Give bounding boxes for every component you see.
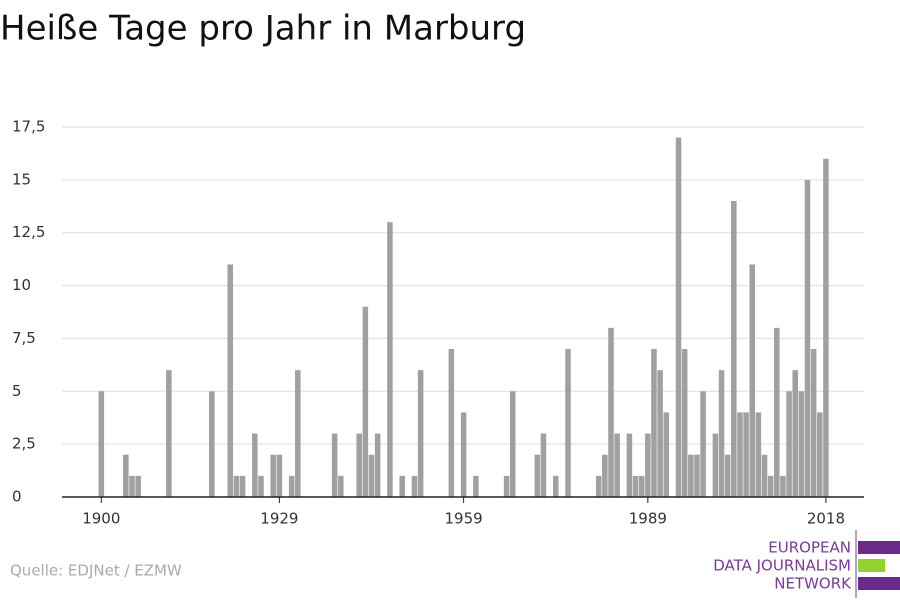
bar xyxy=(374,433,381,497)
bar xyxy=(743,412,749,497)
bar xyxy=(724,454,731,497)
bar xyxy=(780,475,786,497)
y-tick-label: 17,5 xyxy=(12,118,45,136)
bar xyxy=(626,433,633,497)
bar xyxy=(614,433,620,497)
bar xyxy=(632,475,639,497)
bar xyxy=(448,349,455,497)
bar xyxy=(509,391,516,497)
bar xyxy=(123,454,129,497)
bar xyxy=(638,475,645,497)
bar xyxy=(166,370,172,497)
x-tick-label: 1900 xyxy=(82,510,120,528)
bar xyxy=(651,349,657,497)
bar xyxy=(694,454,700,497)
bar xyxy=(731,201,737,497)
bar xyxy=(387,222,393,497)
bar xyxy=(411,475,418,497)
bar xyxy=(135,475,141,497)
y-tick-label: 7,5 xyxy=(12,329,36,347)
bar xyxy=(368,454,375,497)
y-tick-label: 10 xyxy=(12,276,31,294)
y-tick-label: 15 xyxy=(12,170,31,188)
bar xyxy=(737,412,743,497)
bar xyxy=(608,327,614,497)
bar xyxy=(270,454,277,497)
bar xyxy=(810,349,817,497)
bar xyxy=(473,475,479,497)
chart-title: Heiße Tage pro Jahr in Marburg xyxy=(0,9,526,49)
bar xyxy=(417,370,424,497)
x-tick-label: 1929 xyxy=(260,510,298,528)
bar xyxy=(239,475,246,497)
bar xyxy=(252,433,258,497)
bar xyxy=(338,475,344,497)
bar xyxy=(767,475,774,497)
bar xyxy=(565,349,571,497)
logo-bar xyxy=(858,577,900,590)
bar xyxy=(356,433,362,497)
bar xyxy=(700,391,706,497)
bar xyxy=(749,264,755,497)
bar xyxy=(663,412,670,497)
bar xyxy=(460,412,467,497)
logo-bar xyxy=(858,541,900,554)
bar xyxy=(657,370,663,497)
bar xyxy=(823,158,829,497)
bar xyxy=(718,370,725,497)
bar xyxy=(209,391,215,497)
bar xyxy=(786,391,792,497)
y-tick-label: 2,5 xyxy=(12,435,36,453)
bar xyxy=(602,454,608,497)
source: Quelle: EDJNet / EZMW xyxy=(10,562,182,580)
bar xyxy=(792,370,798,497)
logo-text: EUROPEAN xyxy=(768,539,851,557)
bar xyxy=(645,433,651,497)
y-tick-label: 0 xyxy=(12,488,22,506)
bar xyxy=(595,475,602,497)
bar xyxy=(233,475,240,497)
bar xyxy=(98,391,105,497)
bar xyxy=(712,433,719,497)
bar xyxy=(755,412,762,497)
bar xyxy=(681,349,688,497)
bar xyxy=(761,454,768,497)
bar xyxy=(331,433,338,497)
bar xyxy=(552,475,559,497)
bar xyxy=(774,327,780,497)
logo-text: NETWORK xyxy=(774,575,852,593)
x-tick-label: 1989 xyxy=(629,510,667,528)
bar xyxy=(804,179,811,497)
bar xyxy=(798,391,805,497)
logo-bar xyxy=(858,559,885,572)
bar xyxy=(227,264,234,497)
y-tick-label: 12,5 xyxy=(12,223,45,241)
bar xyxy=(817,412,823,497)
bar xyxy=(362,306,369,497)
bar xyxy=(129,475,135,497)
x-tick-label: 2018 xyxy=(807,510,845,528)
bar xyxy=(276,454,283,497)
x-tick-label: 1959 xyxy=(445,510,483,528)
bar xyxy=(288,475,295,497)
bar xyxy=(399,475,405,497)
bar xyxy=(295,370,301,497)
bar xyxy=(688,454,694,497)
bar xyxy=(534,454,541,497)
bar xyxy=(675,137,682,498)
logo-text: DATA JOURNALISM xyxy=(713,557,851,575)
bar xyxy=(540,433,547,497)
bar xyxy=(503,475,510,497)
bar xyxy=(258,475,264,497)
y-tick-label: 5 xyxy=(12,382,22,400)
